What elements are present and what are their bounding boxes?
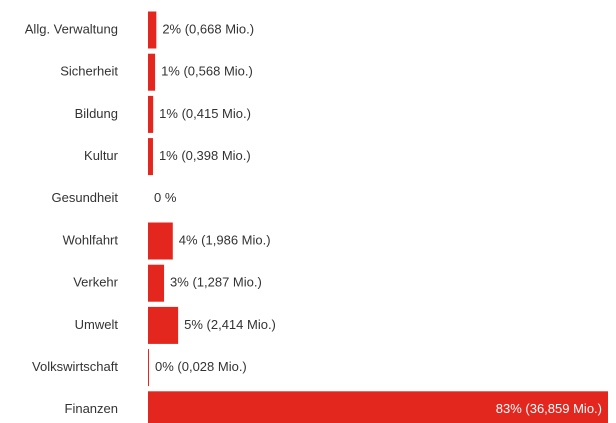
value-label: 0% (0,028 Mio.) <box>155 359 247 374</box>
bar <box>148 222 173 260</box>
category-label: Kultur <box>84 148 119 163</box>
category-label: Allg. Verwaltung <box>25 21 118 36</box>
value-label: 4% (1,986 Mio.) <box>179 232 271 247</box>
bar <box>148 95 154 133</box>
value-label: 83% (36,859 Mio.) <box>496 401 602 416</box>
category-label: Verkehr <box>73 275 118 290</box>
category-label: Finanzen <box>65 401 118 416</box>
value-label: 1% (0,398 Mio.) <box>159 148 251 163</box>
value-label: 2% (0,668 Mio.) <box>162 21 254 36</box>
bar <box>148 53 156 91</box>
bar <box>148 138 153 176</box>
category-label: Umwelt <box>75 317 119 332</box>
value-label: 1% (0,568 Mio.) <box>161 64 253 79</box>
value-label: 1% (0,415 Mio.) <box>159 106 251 121</box>
value-label: 5% (2,414 Mio.) <box>184 317 276 332</box>
category-label: Gesundheit <box>52 190 119 205</box>
bar <box>148 306 179 344</box>
category-label: Sicherheit <box>60 64 118 79</box>
bar <box>148 264 165 302</box>
bar <box>148 349 149 387</box>
category-label: Wohlfahrt <box>63 232 119 247</box>
value-label: 0 % <box>154 190 177 205</box>
value-label: 3% (1,287 Mio.) <box>170 275 262 290</box>
bar <box>148 11 157 49</box>
bar <box>148 391 608 423</box>
category-label: Volkswirtschaft <box>32 359 118 374</box>
category-label: Bildung <box>75 106 118 121</box>
